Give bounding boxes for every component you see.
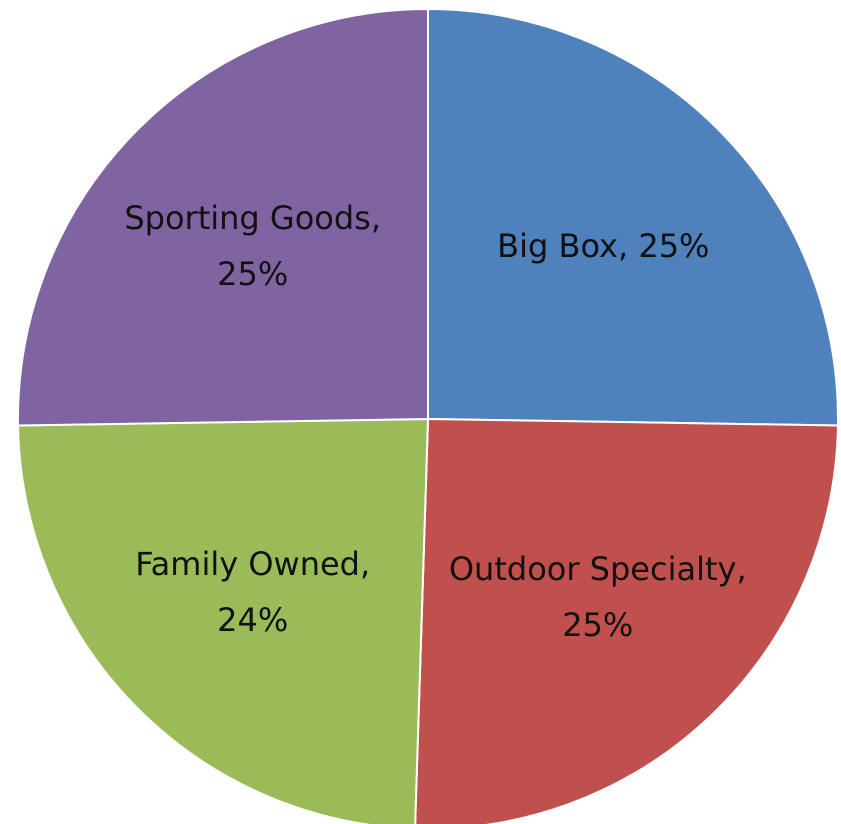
pie-slice: [427, 7, 839, 427]
data-label: Family Owned, 24%: [135, 544, 371, 639]
pie-slice: [17, 417, 430, 824]
data-label: Outdoor Specialty, 25%: [448, 550, 747, 645]
data-label: Big Box, 25%: [497, 227, 710, 266]
pie-slice: [17, 7, 429, 427]
data-label: Sporting Goods, 25%: [124, 199, 381, 294]
pie-slice: [414, 417, 839, 824]
